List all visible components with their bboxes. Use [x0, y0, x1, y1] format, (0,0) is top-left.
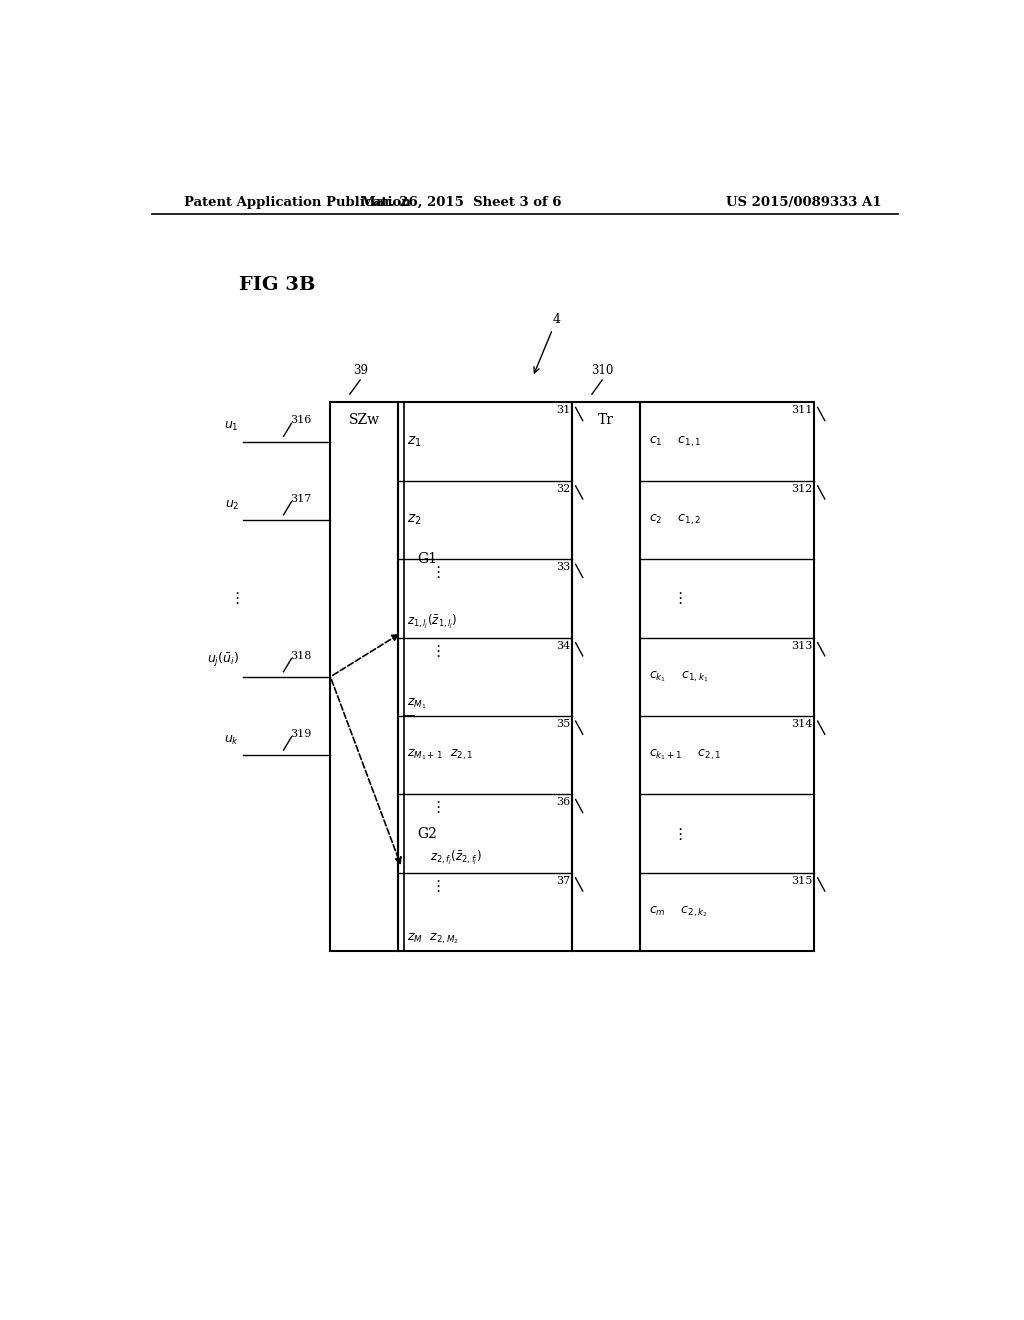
Text: $\vdots$: $\vdots$: [430, 643, 440, 659]
Text: $c_1$    $c_{1,1}$: $c_1$ $c_{1,1}$: [649, 434, 701, 449]
Text: $u_2$: $u_2$: [224, 499, 240, 512]
Text: $u_1$: $u_1$: [224, 420, 240, 433]
Text: 318: 318: [290, 651, 311, 660]
Bar: [331, 403, 398, 952]
Text: $u_j(\bar{u}_i)$: $u_j(\bar{u}_i)$: [207, 651, 240, 669]
Text: 310: 310: [591, 364, 613, 378]
Text: $\vdots$: $\vdots$: [430, 878, 440, 894]
Text: G2: G2: [417, 826, 437, 841]
Text: 33: 33: [556, 562, 570, 572]
Text: 4: 4: [553, 313, 560, 326]
Bar: [572, 403, 640, 952]
Text: $\vdots$: $\vdots$: [430, 800, 440, 816]
Bar: [640, 403, 814, 952]
Text: 315: 315: [791, 876, 812, 886]
Text: $c_{k_1+1}$    $c_{2,1}$: $c_{k_1+1}$ $c_{2,1}$: [649, 748, 722, 763]
Text: $z_{2,f_j}(\bar{z}_{2,f_j})$: $z_{2,f_j}(\bar{z}_{2,f_j})$: [430, 849, 481, 867]
Text: $z_{M_1+1}\ \ z_{2,1}$: $z_{M_1+1}\ \ z_{2,1}$: [408, 748, 474, 763]
Text: Patent Application Publication: Patent Application Publication: [183, 197, 411, 209]
Text: 35: 35: [556, 719, 570, 729]
Text: $z_1$: $z_1$: [408, 434, 422, 449]
Text: $z_{M_1}$: $z_{M_1}$: [408, 697, 427, 711]
Text: $z_M\ \ z_{2,M_2}$: $z_M\ \ z_{2,M_2}$: [408, 932, 460, 946]
Text: 37: 37: [556, 876, 570, 886]
Text: $\vdots$: $\vdots$: [228, 590, 240, 606]
Text: 36: 36: [556, 797, 570, 808]
Text: $z_2$: $z_2$: [408, 512, 422, 527]
Text: $u_k$: $u_k$: [224, 734, 240, 747]
Text: 316: 316: [290, 416, 311, 425]
Text: 317: 317: [290, 494, 311, 504]
Text: Mar. 26, 2015  Sheet 3 of 6: Mar. 26, 2015 Sheet 3 of 6: [361, 197, 561, 209]
Text: $c_2$    $c_{1,2}$: $c_2$ $c_{1,2}$: [649, 512, 701, 527]
Text: $\vdots$: $\vdots$: [672, 825, 682, 842]
Text: G1: G1: [417, 552, 437, 566]
Text: US 2015/0089333 A1: US 2015/0089333 A1: [726, 197, 882, 209]
Text: 312: 312: [791, 484, 812, 494]
Bar: [397, 403, 572, 952]
Text: 34: 34: [556, 640, 570, 651]
Text: $\vdots$: $\vdots$: [672, 590, 682, 606]
Text: 32: 32: [556, 484, 570, 494]
Text: 314: 314: [791, 719, 812, 729]
Text: 31: 31: [556, 405, 570, 416]
Text: 311: 311: [791, 405, 812, 416]
Text: 319: 319: [290, 729, 311, 739]
Text: $\vdots$: $\vdots$: [430, 564, 440, 581]
Text: 39: 39: [352, 364, 368, 378]
Text: $c_{k_1}$    $c_{1,k_1}$: $c_{k_1}$ $c_{1,k_1}$: [649, 669, 709, 684]
Text: SZw: SZw: [348, 412, 380, 426]
Text: $z_{1,l_j}(\bar{z}_{1,l_j})$: $z_{1,l_j}(\bar{z}_{1,l_j})$: [408, 614, 458, 631]
Text: 313: 313: [791, 640, 812, 651]
Text: FIG 3B: FIG 3B: [240, 276, 315, 294]
Text: Tr: Tr: [598, 412, 614, 426]
Text: $c_m$    $c_{2,k_2}$: $c_m$ $c_{2,k_2}$: [649, 904, 709, 919]
